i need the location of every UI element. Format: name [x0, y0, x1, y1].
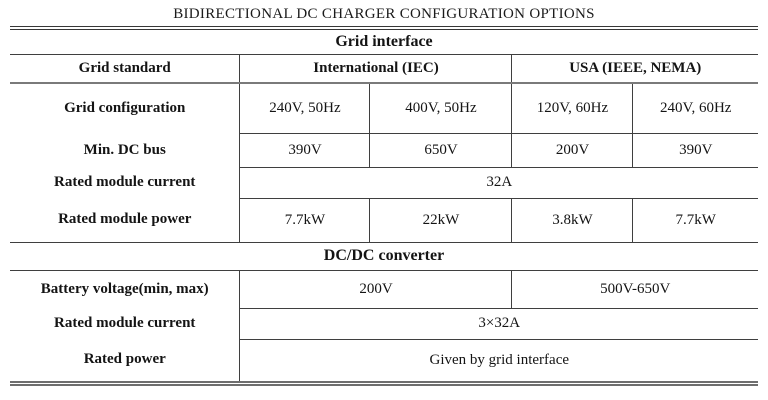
cell-grid-configuration-3: 120V, 60Hz	[511, 83, 634, 134]
row-grid-standard: Grid standard International (IEC) USA (I…	[9, 54, 759, 84]
section-header-grid-interface: Grid interface	[9, 26, 759, 55]
cell-min-dc-bus-1: 390V	[239, 133, 371, 168]
row-rated-module-power: Rated module power 7.7kW 22kW 3.8kW 7.7k…	[9, 198, 759, 243]
row-dcdc-rated-module-current: Rated module current 3×32A	[9, 308, 759, 340]
cell-grid-rated-module-current: 32A	[239, 167, 759, 199]
row-grid-rated-module-current: Rated module current 32A	[9, 167, 759, 199]
row-label-grid-rated-module-current: Rated module current	[9, 167, 241, 198]
cell-grid-configuration-1: 240V, 50Hz	[239, 83, 371, 134]
cell-grid-standard-iec: International (IEC)	[239, 54, 513, 84]
table-title: BIDIRECTIONAL DC CHARGER CONFIGURATION O…	[173, 6, 595, 22]
cell-rated-module-power-3: 3.8kW	[511, 198, 634, 243]
row-label-dcdc-rated-module-current: Rated module current	[9, 308, 241, 339]
cell-min-dc-bus-3: 200V	[511, 133, 634, 168]
cell-min-dc-bus-2: 650V	[369, 133, 513, 168]
charger-configuration-table: Grid interface Grid standard Internation…	[9, 26, 759, 386]
row-label-min-dc-bus: Min. DC bus	[9, 133, 241, 167]
row-min-dc-bus: Min. DC bus 390V 650V 200V 390V	[9, 133, 759, 168]
row-label-grid-configuration: Grid configuration	[9, 83, 241, 133]
row-grid-configuration: Grid configuration 240V, 50Hz 400V, 50Hz…	[9, 83, 759, 134]
cell-rated-power: Given by grid interface	[239, 339, 759, 386]
row-label-rated-power: Rated power	[9, 339, 241, 386]
row-label-grid-standard: Grid standard	[9, 54, 241, 84]
row-label-rated-module-power: Rated module power	[9, 198, 241, 243]
section-row-dcdc-converter: DC/DC converter	[9, 242, 759, 271]
cell-grid-configuration-2: 400V, 50Hz	[369, 83, 513, 134]
cell-min-dc-bus-4: 390V	[632, 133, 759, 168]
cell-battery-voltage-max: 500V-650V	[511, 270, 759, 309]
section-row-grid-interface: Grid interface	[9, 26, 759, 55]
cell-rated-module-power-4: 7.7kW	[632, 198, 759, 243]
row-battery-voltage: Battery voltage(min, max) 200V 500V-650V	[9, 270, 759, 309]
row-rated-power: Rated power Given by grid interface	[9, 339, 759, 386]
section-header-dcdc-converter: DC/DC converter	[9, 242, 759, 271]
cell-battery-voltage-min: 200V	[239, 270, 513, 309]
cell-rated-module-power-2: 22kW	[369, 198, 513, 243]
cell-grid-standard-usa: USA (IEEE, NEMA)	[511, 54, 759, 84]
row-label-battery-voltage: Battery voltage(min, max)	[9, 270, 241, 308]
cell-dcdc-rated-module-current: 3×32A	[239, 308, 759, 340]
cell-grid-configuration-4: 240V, 60Hz	[632, 83, 759, 134]
cell-rated-module-power-1: 7.7kW	[239, 198, 371, 243]
